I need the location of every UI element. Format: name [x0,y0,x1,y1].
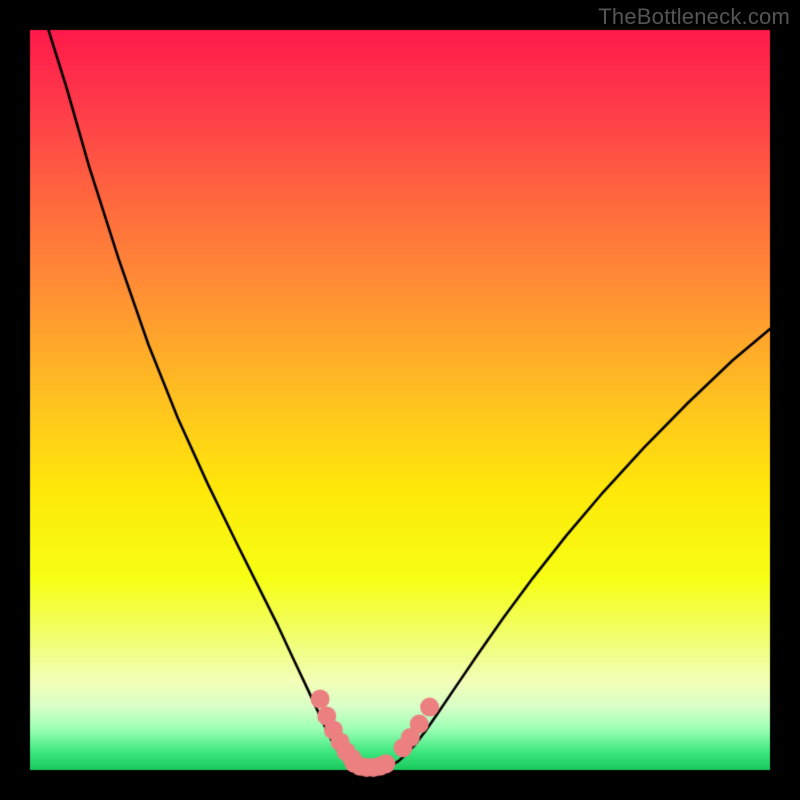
chart-stage: TheBottleneck.com [0,0,800,800]
bottleneck-chart-canvas [0,0,800,800]
